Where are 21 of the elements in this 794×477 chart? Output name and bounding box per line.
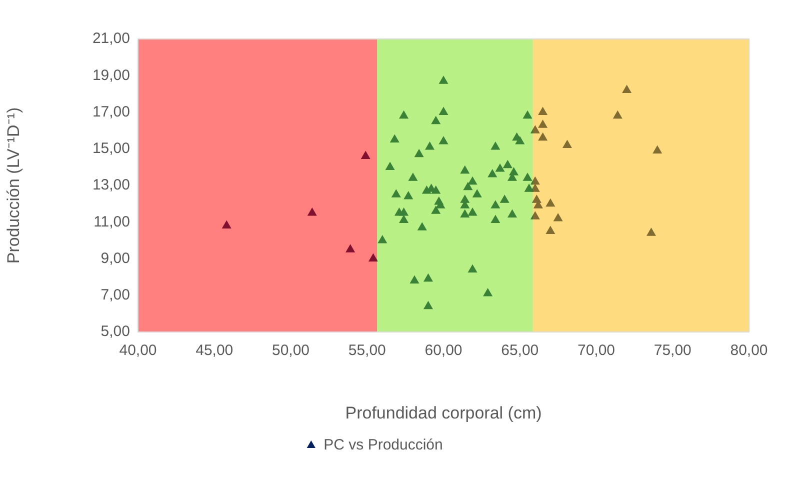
y-axis-title: Producción (LV⁻¹D⁻¹)	[4, 107, 23, 264]
x-tick-label: 45,00	[196, 342, 234, 360]
x-tick-label: 80,00	[730, 342, 768, 360]
x-tick-label: 55,00	[348, 342, 386, 360]
x-tick-label: 75,00	[654, 342, 692, 360]
legend-label: PC vs Producción	[324, 436, 443, 454]
y-tick-label: 7,00	[100, 286, 130, 304]
x-tick-label: 60,00	[424, 342, 462, 360]
x-axis-title: Profundidad corporal (cm)	[345, 403, 542, 422]
y-tick-label: 5,00	[100, 323, 130, 340]
y-tick-label: 17,00	[92, 103, 130, 120]
y-tick-label: 19,00	[92, 66, 130, 84]
y-tick-label: 21,00	[92, 30, 130, 48]
y-tick-label: 15,00	[92, 140, 130, 158]
x-tick-label: 40,00	[119, 342, 157, 360]
y-tick-label: 11,00	[94, 213, 130, 230]
x-tick-label: 65,00	[501, 342, 539, 360]
x-tick-label: 70,00	[577, 342, 616, 360]
y-tick-label: 13,00	[92, 176, 130, 194]
x-tick-label: 50,00	[272, 342, 310, 360]
y-tick-label: 9,00	[100, 250, 130, 267]
